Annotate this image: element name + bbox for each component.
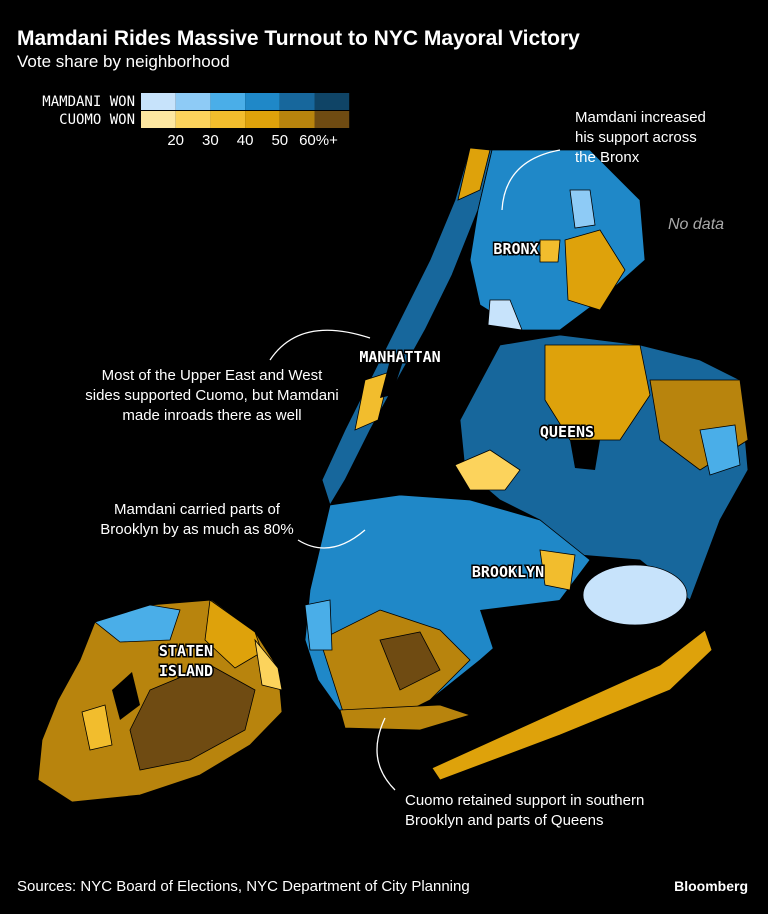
legend-tick: 20 [167,132,184,149]
region [129,664,256,771]
arrow [269,329,371,361]
arrow [501,149,561,211]
legend-tick: 40 [237,132,254,149]
legend-swatch [210,93,246,110]
annotation: his support across [575,129,697,146]
region [81,704,113,751]
region [254,638,283,691]
legend-swatch [279,93,315,110]
annotation: Mamdani increased [575,109,706,126]
region [564,229,626,311]
annotation: Cuomo retained support in southern [405,792,644,809]
no-data-area [112,672,140,720]
no-data-label: No data [668,216,724,233]
no-data-area [570,440,600,470]
legend: MAMDANI WON CUOMO WON 20 30 40 50 60%+ [42,93,350,149]
annotation: Brooklyn by as much as 80% [100,521,293,538]
borough-label: ISLAND [159,662,213,680]
region [457,147,491,201]
borough-label: MANHATTAN [359,348,440,366]
legend-swatch [175,93,211,110]
legend-swatch [245,111,280,128]
annotation: the Bronx [575,149,640,166]
annotation: sides supported Cuomo, but Mamdani [85,387,338,404]
annotation: Brooklyn and parts of Queens [405,812,603,829]
annotation: Mamdani carried parts of [114,501,281,518]
legend-label: MAMDANI WON [42,94,135,110]
title: Mamdani Rides Massive Turnout to NYC May… [17,27,580,50]
borough-label: BROOKLYN [472,563,544,581]
borough-label: STATEN [159,642,213,660]
no-data-area [380,355,405,398]
subtitle: Vote share by neighborhood [17,52,230,71]
region [487,299,523,331]
region [539,549,576,591]
annotations: Mamdani increased his support across the B… [85,109,706,829]
legend-swatch [141,111,176,128]
legend-tick: 30 [202,132,219,149]
legend-swatch [314,93,350,110]
legend-swatch [314,111,350,128]
legend-swatch [210,111,246,128]
rockaway [431,629,713,781]
region [539,239,561,263]
region [379,631,441,691]
arrow [376,717,396,791]
legend-swatch [245,93,280,110]
legend-swatch [279,111,315,128]
region [544,344,651,441]
legend-swatch [175,111,211,128]
region [454,449,521,491]
arrow [297,529,366,549]
region [569,189,596,229]
region [354,371,391,431]
region [94,604,181,643]
region [339,704,472,731]
legend-swatch [141,93,176,110]
borough-label: BRONX [493,240,538,258]
brand: Bloomberg [674,878,748,894]
legend-label: CUOMO WON [59,112,135,128]
source: Sources: NYC Board of Elections, NYC Dep… [17,878,470,895]
region [699,424,741,476]
region [582,564,688,626]
annotation-arrows [269,149,561,791]
region [304,599,333,651]
region [204,599,263,669]
legend-tick: 60%+ [299,132,338,149]
legend-tick: 50 [271,132,288,149]
annotation: made inroads there as well [122,407,301,424]
annotation: Most of the Upper East and West [102,367,323,384]
map [37,147,749,803]
borough-label: QUEENS [540,423,594,441]
